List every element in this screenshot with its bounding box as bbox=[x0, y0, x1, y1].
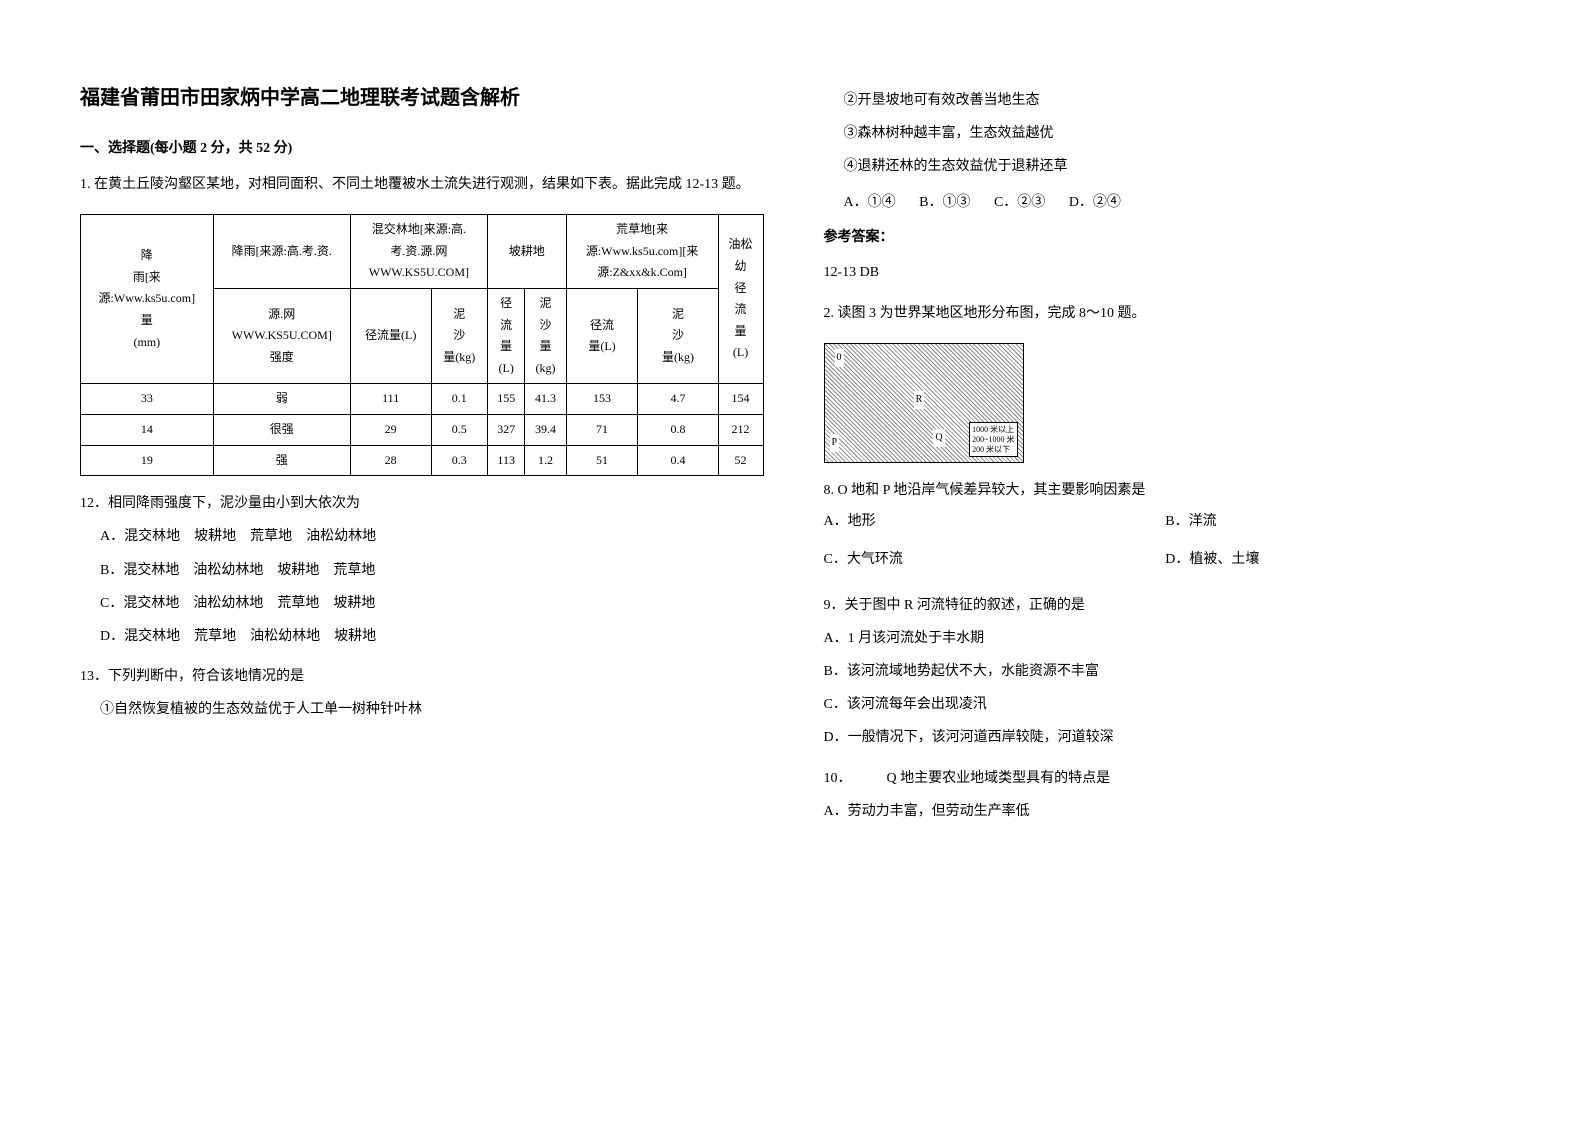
data-table: 降 雨[来 源:Www.ks5u.com] 量 (mm) 降雨[来源:高.考.资… bbox=[80, 214, 764, 476]
q13-opt1: ①自然恢复植被的生态效益优于人工单一树种针叶林 bbox=[100, 697, 764, 722]
q8-optB: B．洋流 bbox=[1165, 509, 1507, 534]
q12-stem: 12．相同降雨强度下，泥沙量由小到大依次为 bbox=[80, 491, 764, 516]
q13-optD: D．②④ bbox=[1069, 195, 1121, 210]
q10-stem: 10． Q 地主要农业地域类型具有的特点是 bbox=[824, 766, 1508, 791]
answer-label: 参考答案： bbox=[824, 225, 1508, 250]
q8-options: A．地形 B．洋流 C．大气环流 D．植被、土壤 bbox=[824, 503, 1508, 577]
section-header: 一、选择题(每小题 2 分，共 52 分) bbox=[80, 136, 764, 161]
table-cell: 坡耕地 bbox=[487, 215, 566, 289]
document-title: 福建省莆田市田家炳中学高二地理联考试题含解析 bbox=[80, 80, 764, 116]
q8: 8. O 地和 P 地沿岸气候差异较大，其主要影响因素是 A．地形 B．洋流 C… bbox=[824, 478, 1508, 578]
table-cell: 降雨[来源:高.考.资. bbox=[213, 215, 350, 289]
q13-opt2: ②开垦坡地可有效改善当地生态 bbox=[844, 88, 1508, 113]
map-figure: 0 P R Q 1000 米以上 200~1000 米 200 米以下 bbox=[824, 343, 1024, 463]
table-cell: 泥 沙 量(kg) bbox=[638, 288, 718, 383]
q9-optB: B．该河流域地势起伏不大，水能资源不丰富 bbox=[824, 659, 1508, 684]
answer-text: 12-13 DB bbox=[824, 260, 1508, 285]
q1-intro: 1. 在黄土丘陵沟壑区某地，对相同面积、不同土地覆被水土流失进行观测，结果如下表… bbox=[80, 171, 764, 199]
q12-optA: A．混交林地 坡耕地 荒草地 油松幼林地 bbox=[100, 524, 764, 549]
q8-optC: C．大气环流 bbox=[824, 547, 1166, 572]
table-row: 33 弱 111 0.1 155 41.3 153 4.7 154 bbox=[81, 384, 764, 415]
q13-optC: C．②③ bbox=[994, 195, 1045, 210]
right-column: ②开垦坡地可有效改善当地生态 ③森林树种越丰富，生态效益越优 ④退耕还林的生态效… bbox=[794, 80, 1538, 1042]
q13-opt3: ③森林树种越丰富，生态效益越优 bbox=[844, 121, 1508, 146]
q9-optD: D．一般情况下，该河河道西岸较陡，河道较深 bbox=[824, 725, 1508, 750]
q9: 9．关于图中 R 河流特征的叙述，正确的是 A．1 月该河流处于丰水期 B．该河… bbox=[824, 593, 1508, 751]
table-row: 19 强 28 0.3 113 1.2 51 0.4 52 bbox=[81, 445, 764, 476]
table-cell: 混交林地[来源:高. 考.资.源.网 WWW.KS5U.COM] bbox=[350, 215, 487, 289]
table-row: 14 很强 29 0.5 327 39.4 71 0.8 212 bbox=[81, 414, 764, 445]
map-label-r: R bbox=[914, 391, 925, 409]
table-cell: 泥 沙 量(kg) bbox=[431, 288, 487, 383]
q13-optA: A．①④ bbox=[844, 195, 896, 210]
q13-opt4: ④退耕还林的生态效益优于退耕还草 bbox=[844, 154, 1508, 179]
table-cell: 径流 量(L) bbox=[566, 288, 638, 383]
q9-optC: C．该河流每年会出现凌汛 bbox=[824, 692, 1508, 717]
table-cell: 径 流 量 (L) bbox=[487, 288, 525, 383]
q8-optA: A．地形 bbox=[824, 509, 1166, 534]
table-cell: 荒草地[来 源:Www.ks5u.com][来 源:Z&xx&k.Com] bbox=[566, 215, 718, 289]
map-label-q: Q bbox=[933, 429, 944, 447]
q12-optC: C．混交林地 油松幼林地 荒草地 坡耕地 bbox=[100, 591, 764, 616]
q12-optB: B．混交林地 油松幼林地 坡耕地 荒草地 bbox=[100, 558, 764, 583]
q10-optA: A．劳动力丰富，但劳动生产率低 bbox=[824, 799, 1508, 824]
q9-optA: A．1 月该河流处于丰水期 bbox=[824, 626, 1508, 651]
q10: 10． Q 地主要农业地域类型具有的特点是 A．劳动力丰富，但劳动生产率低 bbox=[824, 766, 1508, 824]
table-cell: 油松 幼 径 流 量 (L) bbox=[718, 215, 763, 384]
table-cell: 泥 沙 量 (kg) bbox=[525, 288, 566, 383]
q9-stem: 9．关于图中 R 河流特征的叙述，正确的是 bbox=[824, 593, 1508, 618]
left-column: 福建省莆田市田家炳中学高二地理联考试题含解析 一、选择题(每小题 2 分，共 5… bbox=[50, 80, 794, 1042]
table-cell: 源.网 WWW.KS5U.COM] 强度 bbox=[213, 288, 350, 383]
q12: 12．相同降雨强度下，泥沙量由小到大依次为 A．混交林地 坡耕地 荒草地 油松幼… bbox=[80, 491, 764, 649]
q13-options: A．①④ B．①③ C．②③ D．②④ bbox=[844, 190, 1508, 215]
q13-optB: B．①③ bbox=[919, 195, 970, 210]
q13-stem: 13．下列判断中，符合该地情况的是 bbox=[80, 664, 764, 689]
map-label-p: P bbox=[830, 434, 840, 452]
q8-stem: 8. O 地和 P 地沿岸气候差异较大，其主要影响因素是 bbox=[824, 478, 1508, 503]
q13: 13．下列判断中，符合该地情况的是 ①自然恢复植被的生态效益优于人工单一树种针叶… bbox=[80, 664, 764, 722]
table-cell: 径流量(L) bbox=[350, 288, 431, 383]
map-label-0: 0 bbox=[835, 349, 844, 367]
q2-intro: 2. 读图 3 为世界某地区地形分布图，完成 8～10 题。 bbox=[824, 300, 1508, 328]
table-cell: 降 雨[来 源:Www.ks5u.com] 量 (mm) bbox=[81, 215, 214, 384]
q8-optD: D．植被、土壤 bbox=[1165, 547, 1507, 572]
map-legend: 1000 米以上 200~1000 米 200 米以下 bbox=[969, 422, 1017, 457]
q12-optD: D．混交林地 荒草地 油松幼林地 坡耕地 bbox=[100, 624, 764, 649]
